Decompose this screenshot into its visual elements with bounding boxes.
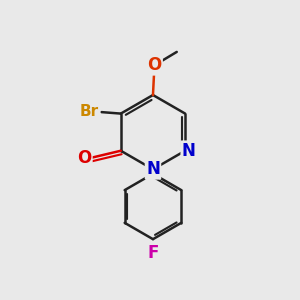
Text: N: N (146, 160, 160, 178)
Text: O: O (147, 56, 162, 74)
Text: Br: Br (80, 104, 99, 119)
Text: F: F (147, 244, 159, 262)
Text: O: O (77, 149, 92, 167)
Text: N: N (182, 142, 196, 160)
